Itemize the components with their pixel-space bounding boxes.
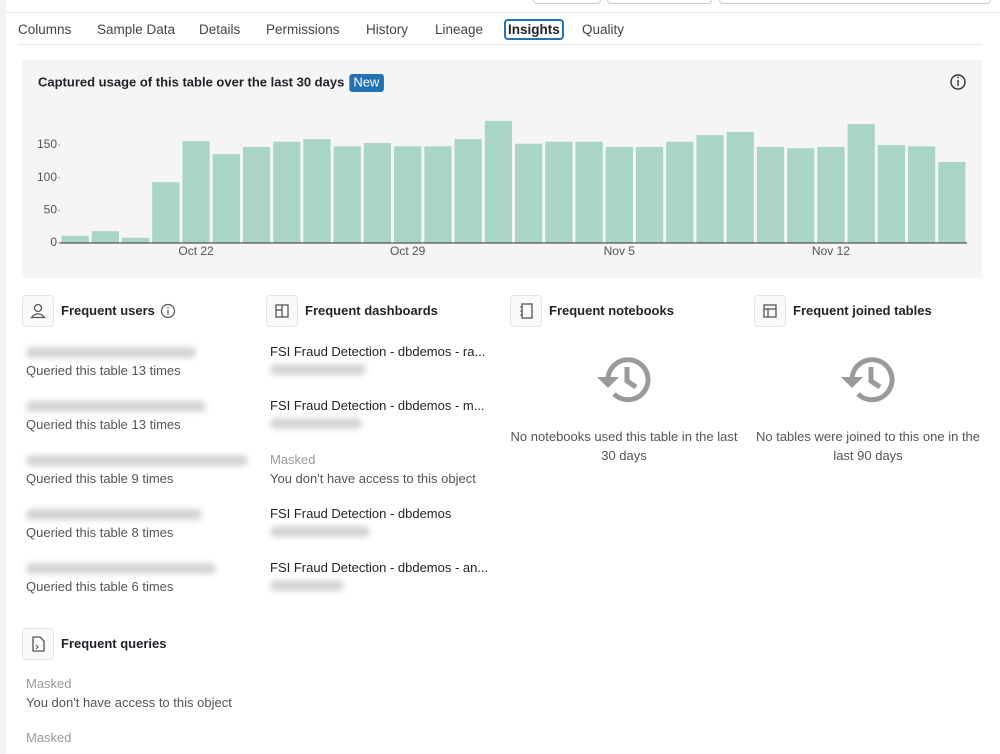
section-title: Frequent notebooks: [549, 303, 674, 318]
masked-message: You don't have access to this object: [26, 695, 232, 710]
bar: [454, 139, 482, 243]
x-tick-label: Oct 29: [390, 244, 426, 258]
redacted: [26, 401, 206, 412]
bar: [273, 141, 301, 243]
empty-message: No notebooks used this table in the last…: [510, 429, 738, 463]
sidebar-edge: [0, 0, 6, 754]
tab-divider: [18, 44, 982, 45]
tab[interactable]: Details: [199, 22, 241, 37]
bar: [182, 141, 210, 243]
bar: [847, 124, 875, 243]
dashboard-name[interactable]: FSI Fraud Detection - dbdemos: [270, 506, 452, 521]
bar: [121, 237, 150, 243]
divider: [6, 12, 1000, 13]
section-title: Frequent joined tables: [793, 303, 932, 318]
tab[interactable]: Permissions: [266, 22, 340, 37]
bar: [242, 146, 271, 243]
y-tick-label: 150: [37, 137, 57, 151]
badge-text: New: [353, 74, 380, 89]
bar: [817, 146, 845, 243]
tab[interactable]: Insights: [504, 19, 564, 40]
user-detail: Queried this table 9 times: [26, 471, 174, 486]
user-detail: Queried this table 6 times: [26, 579, 174, 594]
dashboard-name[interactable]: FSI Fraud Detection - dbdemos - m...: [270, 398, 485, 413]
redacted: [270, 418, 362, 429]
bar: [726, 131, 754, 243]
bar: [605, 146, 633, 243]
bar: [666, 141, 694, 243]
bar: [515, 143, 543, 243]
bar: [363, 143, 392, 243]
redacted: [26, 347, 196, 358]
y-tick-label: 0: [50, 235, 57, 249]
bar: [424, 146, 452, 243]
bar: [575, 141, 603, 243]
tab[interactable]: Quality: [582, 22, 625, 37]
bar: [303, 139, 331, 243]
top-button[interactable]: [533, 0, 601, 4]
bar: [877, 145, 906, 243]
top-button[interactable]: [607, 0, 712, 4]
icon-table: [754, 295, 786, 327]
empty-message: No tables were joined to this one in the…: [755, 429, 981, 463]
redacted: [270, 580, 344, 591]
icon-notebook: [510, 295, 542, 327]
section-title: Frequent queries: [61, 636, 167, 651]
section-title: Frequent dashboards: [305, 303, 438, 318]
chart: Captured usage of this table over the la…: [22, 60, 982, 278]
redacted: [26, 509, 202, 520]
info-icon[interactable]: [950, 74, 966, 90]
redacted: [270, 364, 366, 375]
tab[interactable]: History: [366, 22, 409, 37]
bar: [635, 146, 664, 243]
bar: [152, 182, 180, 243]
bar: [394, 146, 422, 243]
bar: [91, 231, 119, 243]
chart-title: Captured usage of this table over the la…: [38, 74, 344, 89]
tab[interactable]: Columns: [18, 22, 72, 37]
history-icon: [841, 357, 895, 403]
info-icon[interactable]: [159, 302, 177, 320]
top-search[interactable]: [719, 0, 991, 4]
dashboard-name[interactable]: FSI Fraud Detection - dbdemos - an...: [270, 560, 489, 575]
user-detail: Queried this table 8 times: [26, 525, 174, 540]
x-tick-label: Oct 22: [178, 244, 214, 258]
masked-label: Masked: [26, 676, 72, 691]
icon-query: [22, 628, 54, 660]
section-title: Frequent users: [61, 303, 155, 318]
icon-dashboard: [266, 295, 298, 327]
tab[interactable]: Lineage: [435, 22, 484, 37]
masked-message: You don't have access to this object: [270, 471, 476, 486]
masked-label: Masked: [270, 452, 316, 467]
badge: [349, 74, 384, 92]
x-tick-label: Nov 12: [812, 244, 850, 258]
redacted: [26, 455, 248, 466]
bar: [938, 161, 966, 243]
bar: [61, 235, 89, 243]
tab[interactable]: Sample Data: [97, 22, 176, 37]
user-detail: Queried this table 13 times: [26, 417, 181, 432]
bar: [212, 154, 240, 243]
history-icon: [597, 357, 651, 403]
icon-user: [22, 295, 54, 327]
redacted: [270, 526, 370, 537]
y-tick-label: 50: [44, 203, 58, 217]
y-tick-label: 100: [37, 170, 57, 184]
x-tick-label: Nov 5: [604, 244, 636, 258]
bar: [545, 141, 573, 243]
redacted: [26, 563, 216, 574]
dashboard-name[interactable]: FSI Fraud Detection - dbdemos - ra...: [270, 344, 486, 359]
bar: [484, 120, 512, 243]
bar: [908, 146, 936, 243]
masked-label: Masked: [26, 730, 72, 745]
bar: [787, 148, 815, 243]
bar: [756, 146, 785, 243]
user-detail: Queried this table 13 times: [26, 363, 181, 378]
bar: [696, 135, 724, 243]
bar: [333, 146, 361, 243]
